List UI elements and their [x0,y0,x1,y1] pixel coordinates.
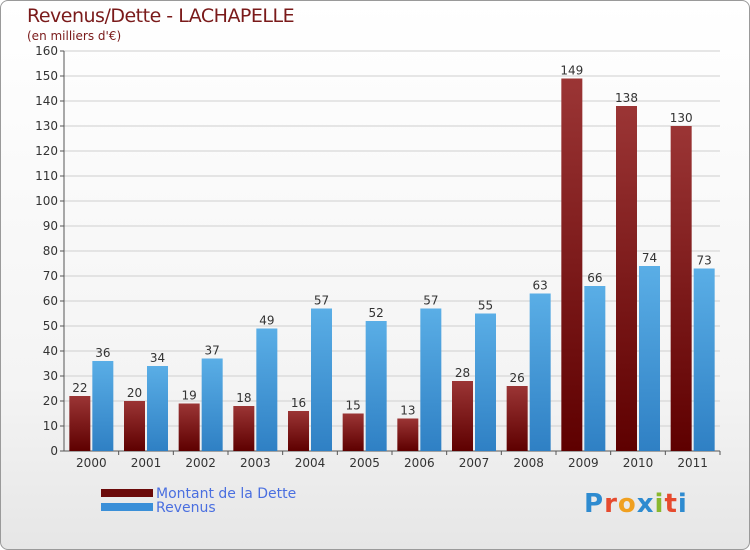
bar-layer [69,78,715,451]
bar-dette [616,106,637,451]
logo-letter: x [636,489,655,519]
bar-dette [452,381,473,451]
data-label: 18 [236,391,251,405]
bar-dette [288,411,309,451]
bar-revenus [311,308,332,451]
x-tick-label: 2006 [404,456,435,470]
data-label: 34 [150,351,165,365]
bar-revenus [256,328,278,451]
bar-dette [124,401,145,451]
chart-subtitle: (en milliers d'€) [27,29,122,43]
legend-label-revenus: Revenus [156,500,216,516]
data-label: 63 [533,279,548,293]
chart-title: Revenus/Dette - LACHAPELLE [27,5,295,27]
x-tick-label: 2002 [185,456,216,470]
bar-revenus [147,366,168,451]
bar-dette [233,406,255,451]
y-tick-label: 70 [43,269,58,283]
x-tick-label: 2000 [76,456,107,470]
data-label: 16 [291,396,306,410]
bar-dette [561,78,583,451]
data-label: 73 [697,254,712,268]
y-tick-label: 140 [35,94,58,108]
logo-letter: o [617,489,637,519]
logo-letter: r [604,489,618,519]
y-tick-label: 150 [35,69,58,83]
data-label: 13 [400,404,415,418]
legend-label-dette: Montant de la Dette [156,486,297,502]
y-tick-label: 40 [43,344,58,358]
data-label: 149 [560,64,583,78]
data-label: 57 [423,294,438,308]
data-label: 20 [127,386,142,400]
y-tick-label: 90 [43,219,58,233]
y-tick-label: 110 [35,169,58,183]
logo-letter: i [677,489,688,519]
bar-chart: 0 10 20 30 40 50 60 70 80 90 100 110 120 130 140 150 160… [35,44,721,470]
proxiti-logo: Proxiti [584,489,688,519]
x-tick-label: 2008 [513,456,544,470]
y-tick-label: 160 [35,44,58,58]
x-tick-label: 2005 [349,456,380,470]
grid-layer [60,50,721,455]
x-tick-label: 2007 [459,456,490,470]
bar-dette [69,396,91,451]
y-tick-label: 80 [43,244,58,258]
y-tick-label: 10 [43,419,58,433]
data-label: 22 [72,381,87,395]
y-tick-label: 0 [50,444,58,458]
data-label: 52 [369,306,384,320]
data-label: 138 [615,91,638,105]
x-tick-label: 2004 [295,456,326,470]
y-tick-label: 20 [43,394,58,408]
data-label: 57 [314,294,329,308]
logo-letter: P [584,489,605,519]
bar-revenus [693,268,715,451]
data-label: 15 [346,399,361,413]
data-label: 37 [205,344,220,358]
data-label: 55 [478,299,493,313]
bar-revenus [201,358,223,451]
bar-dette [342,413,364,451]
bar-dette [397,418,419,451]
bar-revenus [529,293,551,451]
data-label: 130 [670,111,693,125]
data-label: 19 [182,389,197,403]
x-tick-label: 2001 [131,456,162,470]
data-label: 36 [95,346,110,360]
bar-revenus [420,308,442,451]
logo-letter: t [664,489,678,519]
y-tick-label: 30 [43,369,58,383]
bar-revenus [92,361,114,451]
data-label: 26 [510,371,525,385]
logo-letter: i [654,489,665,519]
y-tick-label: 60 [43,294,58,308]
bar-dette [178,403,200,451]
data-label: 49 [259,314,274,328]
x-tick-label: 2011 [677,456,708,470]
legend-swatch-dette [101,489,153,497]
x-tick-label: 2003 [240,456,271,470]
legend-swatch-revenus [101,503,153,511]
y-tick-label: 120 [35,144,58,158]
bar-revenus [584,286,606,451]
x-tick-label: 2009 [568,456,599,470]
data-label: 28 [455,366,470,380]
y-tick-label: 130 [35,119,58,133]
x-tick-label: 2010 [623,456,654,470]
data-label: 74 [642,251,657,265]
label-layer: 0 10 20 30 40 50 60 70 80 90 100 110 120 130 140 150 160… [35,44,712,470]
y-tick-label: 100 [35,194,58,208]
bar-revenus [365,321,387,451]
data-label: 66 [587,271,602,285]
bar-revenus [639,266,660,451]
bar-revenus [475,313,496,451]
y-tick-label: 50 [43,319,58,333]
bar-dette [506,386,528,451]
bar-dette [670,126,692,451]
